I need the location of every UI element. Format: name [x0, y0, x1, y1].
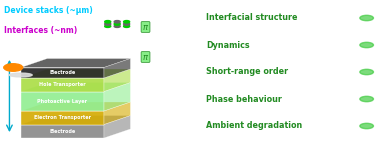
- Circle shape: [105, 21, 111, 23]
- Polygon shape: [21, 78, 104, 92]
- Circle shape: [360, 123, 373, 129]
- Polygon shape: [21, 116, 130, 124]
- Polygon shape: [104, 116, 130, 138]
- Text: Electron Transporter: Electron Transporter: [34, 115, 91, 120]
- Circle shape: [360, 15, 373, 21]
- Circle shape: [105, 25, 111, 27]
- Polygon shape: [21, 68, 104, 78]
- Text: Ambient degradation: Ambient degradation: [206, 122, 302, 130]
- Circle shape: [114, 21, 120, 23]
- Polygon shape: [104, 69, 130, 92]
- Text: Phase behaviour: Phase behaviour: [206, 94, 282, 103]
- Circle shape: [4, 64, 23, 71]
- Circle shape: [114, 25, 120, 27]
- Polygon shape: [21, 111, 104, 124]
- Text: Interfaces (~nm): Interfaces (~nm): [4, 26, 77, 34]
- Circle shape: [360, 96, 373, 102]
- Polygon shape: [21, 102, 130, 111]
- Circle shape: [124, 25, 130, 27]
- Circle shape: [105, 23, 111, 25]
- Text: Short-range order: Short-range order: [206, 68, 288, 76]
- Polygon shape: [104, 58, 130, 78]
- Text: $\pi$: $\pi$: [142, 52, 149, 62]
- Text: Photoactive Layer: Photoactive Layer: [37, 99, 87, 104]
- Polygon shape: [21, 58, 130, 68]
- Polygon shape: [21, 92, 104, 111]
- Circle shape: [124, 21, 130, 23]
- Polygon shape: [21, 69, 130, 78]
- Text: $\pi$: $\pi$: [142, 22, 149, 32]
- Text: Device stacks (~μm): Device stacks (~μm): [4, 6, 93, 15]
- Text: Hole Transporter: Hole Transporter: [39, 82, 86, 87]
- Text: Interfacial structure: Interfacial structure: [206, 14, 297, 22]
- Polygon shape: [104, 102, 130, 124]
- Text: Electrode: Electrode: [49, 70, 76, 75]
- Text: Dynamics: Dynamics: [206, 40, 249, 50]
- Circle shape: [360, 69, 373, 75]
- Circle shape: [114, 23, 120, 25]
- Ellipse shape: [9, 73, 32, 77]
- Circle shape: [124, 23, 130, 25]
- Polygon shape: [104, 82, 130, 111]
- Circle shape: [360, 42, 373, 48]
- Text: Electrode: Electrode: [49, 129, 76, 134]
- Polygon shape: [21, 124, 104, 138]
- Polygon shape: [21, 82, 130, 91]
